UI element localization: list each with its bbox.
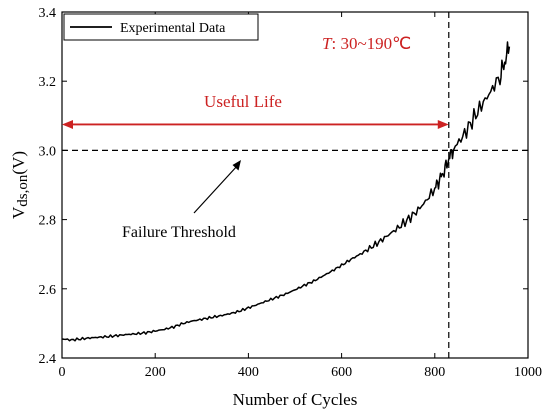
x-tick-label: 0 <box>59 365 66 380</box>
temperature-annotation: T: 30~190℃ <box>322 34 411 53</box>
legend-label: Experimental Data <box>120 21 226 36</box>
temperature-range: : 30~190℃ <box>331 34 411 53</box>
x-tick-label: 400 <box>238 365 259 380</box>
x-tick-label: 600 <box>331 365 352 380</box>
reference-lines <box>62 12 528 358</box>
useful-life-arrowhead-left <box>62 119 73 129</box>
svg-text:Vds,on(V): Vds,on(V) <box>9 151 31 219</box>
failure-threshold-label: Failure Threshold <box>122 224 236 241</box>
useful-life-label: Useful Life <box>204 92 282 111</box>
series-layer <box>61 41 511 342</box>
plot-frame <box>61 11 529 359</box>
temperature-symbol: T <box>322 34 333 53</box>
series-line-experimental-data <box>61 41 511 342</box>
y-axis-title: Vds,on(V) <box>9 151 31 219</box>
x-tick-label: 1000 <box>514 365 542 380</box>
y-axis-title-unit: (V) <box>9 151 28 175</box>
y-tick-label: 2.4 <box>39 352 57 367</box>
y-tick-label: 3.4 <box>39 6 57 21</box>
failure-threshold-pointer <box>193 164 239 214</box>
y-axis-title-main: V <box>9 206 28 219</box>
useful-life-arrowhead-right <box>437 119 449 129</box>
y-tick-label: 2.6 <box>39 283 57 298</box>
x-tick-label: 200 <box>145 365 166 380</box>
x-tick-label: 800 <box>424 365 445 380</box>
y-tick-label: 3.2 <box>39 75 57 90</box>
y-tick-label: 3.0 <box>39 144 57 159</box>
axis-ticks: 0 200 400 600 800 1000 2.4 2.6 2.8 3.0 3.2 3.4 <box>39 6 543 380</box>
legend: Experimental Data <box>63 13 259 41</box>
y-tick-label: 2.8 <box>39 214 57 229</box>
x-axis-title: Number of Cycles <box>233 390 358 409</box>
failure-threshold-arrowhead <box>232 160 241 171</box>
y-axis-title-sub: ds,on <box>15 174 31 207</box>
useful-life-arrow <box>62 119 449 129</box>
